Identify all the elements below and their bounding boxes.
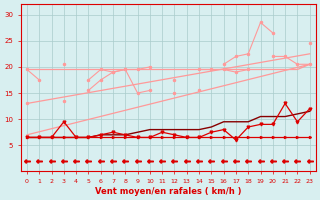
X-axis label: Vent moyen/en rafales ( km/h ): Vent moyen/en rafales ( km/h ) (95, 187, 242, 196)
